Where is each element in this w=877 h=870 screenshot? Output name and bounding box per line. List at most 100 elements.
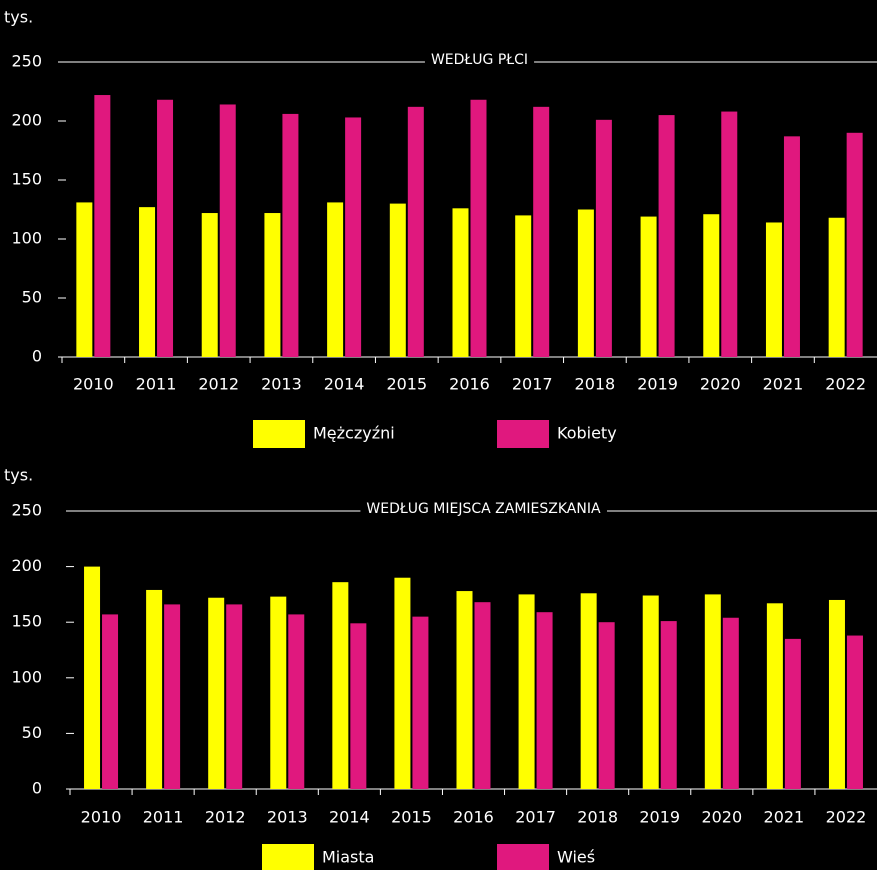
x-tick-label: 2016 (449, 375, 490, 394)
bar (394, 577, 411, 789)
x-tick-label: 2019 (637, 375, 678, 394)
x-tick-label: 2012 (205, 808, 246, 827)
x-tick-label: 2014 (329, 808, 370, 827)
x-tick-label: 2012 (198, 375, 239, 394)
bar (846, 132, 863, 357)
legend-label: Kobiety (557, 424, 617, 443)
y-tick-label: 150 (11, 612, 42, 631)
bar (703, 214, 720, 357)
x-tick-label: 2022 (826, 808, 867, 827)
y-tick-label: 200 (11, 111, 42, 130)
bar (598, 622, 615, 789)
bar (595, 119, 612, 357)
bar (704, 594, 721, 789)
y-tick-label: 50 (22, 723, 42, 742)
x-tick-label: 2020 (700, 375, 741, 394)
bar (721, 111, 738, 357)
bar (164, 604, 181, 789)
bar (264, 213, 281, 357)
x-tick-label: 2011 (136, 375, 177, 394)
x-tick-label: 2013 (267, 808, 308, 827)
bar (474, 602, 491, 789)
legend-label: Miasta (322, 848, 374, 867)
bar (157, 99, 174, 357)
bar (389, 203, 406, 357)
bar (412, 616, 429, 789)
bar (580, 593, 597, 789)
x-tick-label: 2022 (825, 375, 866, 394)
legend-swatch (497, 844, 549, 870)
y-tick-label: 250 (11, 501, 42, 520)
bar (783, 136, 800, 357)
x-tick-label: 2017 (515, 808, 556, 827)
chart-title: WEDŁUG PŁCI (431, 52, 528, 68)
bar (536, 612, 553, 789)
bar (766, 603, 783, 789)
bar (201, 213, 218, 357)
y-tick-label: 50 (22, 288, 42, 307)
bar (226, 604, 243, 789)
bar (470, 99, 487, 357)
x-tick-label: 2021 (764, 808, 805, 827)
bar (515, 215, 532, 357)
x-tick-label: 2011 (143, 808, 184, 827)
bar (327, 202, 344, 357)
x-tick-label: 2016 (453, 808, 494, 827)
bar (350, 623, 367, 789)
bar (642, 595, 659, 789)
bar (219, 104, 236, 357)
legend-swatch (497, 420, 549, 448)
y-axis-label: tys. (4, 466, 33, 485)
bar (533, 106, 550, 357)
x-tick-label: 2015 (391, 808, 432, 827)
legend-label: Wieś (557, 848, 595, 867)
bar (765, 222, 782, 357)
x-tick-label: 2010 (73, 375, 114, 394)
bar (828, 217, 845, 357)
bar (658, 115, 675, 357)
y-tick-label: 150 (11, 170, 42, 189)
y-tick-label: 100 (11, 229, 42, 248)
bar (577, 209, 594, 357)
x-tick-label: 2019 (639, 808, 680, 827)
bar (722, 617, 739, 789)
x-tick-label: 2020 (701, 808, 742, 827)
bar (139, 207, 156, 357)
bar (76, 202, 93, 357)
x-tick-label: 2014 (324, 375, 365, 394)
bar (345, 117, 362, 358)
y-tick-label: 0 (32, 347, 42, 366)
bar (288, 614, 305, 789)
y-tick-label: 200 (11, 556, 42, 575)
bar (456, 591, 473, 789)
bar (407, 106, 424, 357)
bar (84, 566, 101, 789)
bar (452, 208, 469, 357)
bar (784, 638, 801, 789)
x-tick-label: 2013 (261, 375, 302, 394)
y-tick-label: 100 (11, 667, 42, 686)
legend-label: Mężczyźni (313, 424, 395, 443)
y-tick-label: 0 (32, 779, 42, 798)
y-axis-label: tys. (4, 8, 33, 27)
y-tick-label: 250 (11, 52, 42, 71)
bar (640, 216, 657, 357)
x-tick-label: 2015 (386, 375, 427, 394)
legend-swatch (262, 844, 314, 870)
x-tick-label: 2017 (512, 375, 553, 394)
bar (846, 635, 863, 789)
bar (282, 113, 299, 357)
bar (332, 582, 349, 789)
x-tick-label: 2018 (577, 808, 618, 827)
x-tick-label: 2010 (81, 808, 122, 827)
bar (94, 95, 111, 357)
x-tick-label: 2018 (575, 375, 616, 394)
legend-swatch (253, 420, 305, 448)
bar (270, 596, 287, 789)
bar (828, 599, 845, 789)
chart-title: WEDŁUG MIEJSCA ZAMIESZKANIA (366, 501, 601, 517)
bar (146, 589, 163, 789)
bar (518, 594, 535, 789)
